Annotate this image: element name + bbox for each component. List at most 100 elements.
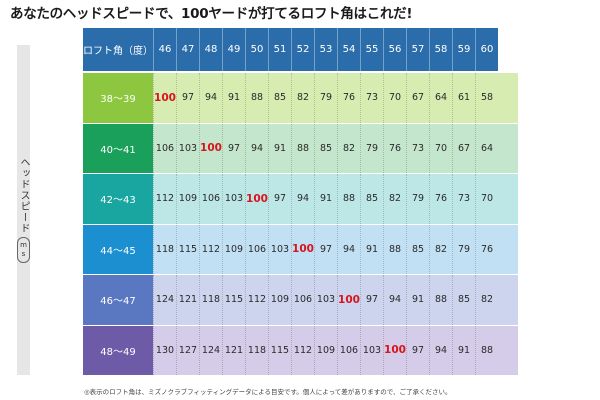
yardage-cell: 76 xyxy=(475,224,498,274)
unit-top: m xyxy=(20,241,27,249)
yardage-cell-highlight: 100 xyxy=(245,174,268,224)
yardage-cell: 115 xyxy=(222,275,245,325)
headspeed-row-label: 46〜47 xyxy=(83,275,153,325)
yardage-cell: 82 xyxy=(429,224,452,274)
yardage-cell: 85 xyxy=(314,123,337,173)
yardage-cell: 94 xyxy=(199,73,222,123)
yardage-cell: 106 xyxy=(291,275,314,325)
yardage-cell: 67 xyxy=(452,123,475,173)
yardage-cell: 97 xyxy=(268,174,291,224)
yardage-cell: 121 xyxy=(222,325,245,375)
yardage-cell: 79 xyxy=(360,123,383,173)
headspeed-row-label: 40〜41 xyxy=(83,123,153,173)
yardage-cell-highlight: 100 xyxy=(291,224,314,274)
yardage-cell-highlight: 100 xyxy=(199,123,222,173)
yardage-cell: 58 xyxy=(475,73,498,123)
unit-badge: m s xyxy=(17,237,30,263)
yardage-cell: 94 xyxy=(383,275,406,325)
yardage-cell: 79 xyxy=(314,73,337,123)
yardage-cell: 121 xyxy=(176,275,199,325)
yardage-cell: 82 xyxy=(383,174,406,224)
loft-column-header: 52 xyxy=(291,28,314,71)
loft-column-header: 46 xyxy=(153,28,176,71)
yardage-cell: 94 xyxy=(429,325,452,375)
yardage-cell: 97 xyxy=(176,73,199,123)
loft-column-header: 55 xyxy=(360,28,383,71)
yardage-cell: 70 xyxy=(429,123,452,173)
yardage-cell: 118 xyxy=(245,325,268,375)
yardage-cell: 103 xyxy=(314,275,337,325)
yardage-cell: 64 xyxy=(429,73,452,123)
headspeed-row-label: 38〜39 xyxy=(83,73,153,123)
yardage-cell: 88 xyxy=(291,123,314,173)
table-row: 42〜43 112 109 106 103 100 97 94 91 88 85 82 79 76 73 70 xyxy=(83,173,518,224)
unit-bottom: s xyxy=(21,250,26,258)
headspeed-row-label: 44〜45 xyxy=(83,224,153,274)
yardage-cell: 70 xyxy=(475,174,498,224)
yardage-cell: 88 xyxy=(475,325,498,375)
footnote: ◎表示のロフト角は、ミズノクラブフィッティングデータによる目安です。個人によって… xyxy=(84,388,452,396)
yardage-cell: 91 xyxy=(406,275,429,325)
yardage-cell: 112 xyxy=(153,174,176,224)
table-row: 44〜45 118 115 112 109 106 103 100 97 94 91 88 85 82 79… xyxy=(83,223,518,274)
yardage-cell: 106 xyxy=(337,325,360,375)
yardage-cell: 82 xyxy=(291,73,314,123)
headspeed-label: ヘッドスピード xyxy=(18,157,29,234)
loft-column-header: 58 xyxy=(429,28,452,71)
yardage-cell: 64 xyxy=(475,123,498,173)
yardage-cell: 97 xyxy=(314,224,337,274)
yardage-cell-highlight: 100 xyxy=(383,325,406,375)
yardage-cell: 88 xyxy=(337,174,360,224)
yardage-cell: 106 xyxy=(245,224,268,274)
yardage-cell: 109 xyxy=(268,275,291,325)
yardage-cell: 85 xyxy=(268,73,291,123)
yardage-cell: 109 xyxy=(176,174,199,224)
yardage-cell: 88 xyxy=(429,275,452,325)
yardage-cell: 88 xyxy=(245,73,268,123)
loft-column-header: 60 xyxy=(475,28,498,71)
headspeed-row-label: 42〜43 xyxy=(83,174,153,224)
yardage-cell: 85 xyxy=(360,174,383,224)
table-row: 46〜47 124 121 118 115 112 109 106 103 100 97 94 91 88… xyxy=(83,274,518,325)
yardage-cell: 91 xyxy=(452,325,475,375)
loft-column-header: 59 xyxy=(452,28,475,71)
loft-column-header: 54 xyxy=(337,28,360,71)
yardage-cell: 97 xyxy=(360,275,383,325)
yardage-cell: 118 xyxy=(153,224,176,274)
yardage-cell: 109 xyxy=(314,325,337,375)
yardage-cell: 109 xyxy=(222,224,245,274)
yardage-cell: 85 xyxy=(452,275,475,325)
loft-column-header: 50 xyxy=(245,28,268,71)
yardage-cell: 76 xyxy=(383,123,406,173)
yardage-cell: 85 xyxy=(406,224,429,274)
loft-column-header: 57 xyxy=(406,28,429,71)
yardage-cell: 76 xyxy=(337,73,360,123)
loft-speed-table: ロフト角（度） 46 47 48 49 50 51 52 53 54 55 56 57 58 59 60 3… xyxy=(83,28,518,375)
yardage-cell: 118 xyxy=(199,275,222,325)
yardage-cell: 106 xyxy=(199,174,222,224)
loft-column-header: 48 xyxy=(199,28,222,71)
yardage-cell: 97 xyxy=(406,325,429,375)
yardage-cell: 67 xyxy=(406,73,429,123)
loft-column-header: 49 xyxy=(222,28,245,71)
yardage-cell: 82 xyxy=(337,123,360,173)
yardage-cell: 115 xyxy=(268,325,291,375)
yardage-cell: 88 xyxy=(383,224,406,274)
yardage-cell: 91 xyxy=(314,174,337,224)
loft-column-header: 56 xyxy=(383,28,406,71)
yardage-cell: 94 xyxy=(245,123,268,173)
yardage-cell: 91 xyxy=(268,123,291,173)
yardage-cell-highlight: 100 xyxy=(337,275,360,325)
yardage-cell: 73 xyxy=(360,73,383,123)
yardage-cell: 73 xyxy=(406,123,429,173)
yardage-cell: 70 xyxy=(383,73,406,123)
table-header: ロフト角（度） 46 47 48 49 50 51 52 53 54 55 56 57 58 59 60 xyxy=(83,28,498,71)
yardage-cell: 106 xyxy=(153,123,176,173)
yardage-cell: 94 xyxy=(291,174,314,224)
yardage-cell: 130 xyxy=(153,325,176,375)
yardage-cell: 79 xyxy=(452,224,475,274)
yardage-cell: 82 xyxy=(475,275,498,325)
yardage-cell: 124 xyxy=(199,325,222,375)
loft-angle-header: ロフト角（度） xyxy=(83,46,153,57)
yardage-cell: 112 xyxy=(291,325,314,375)
